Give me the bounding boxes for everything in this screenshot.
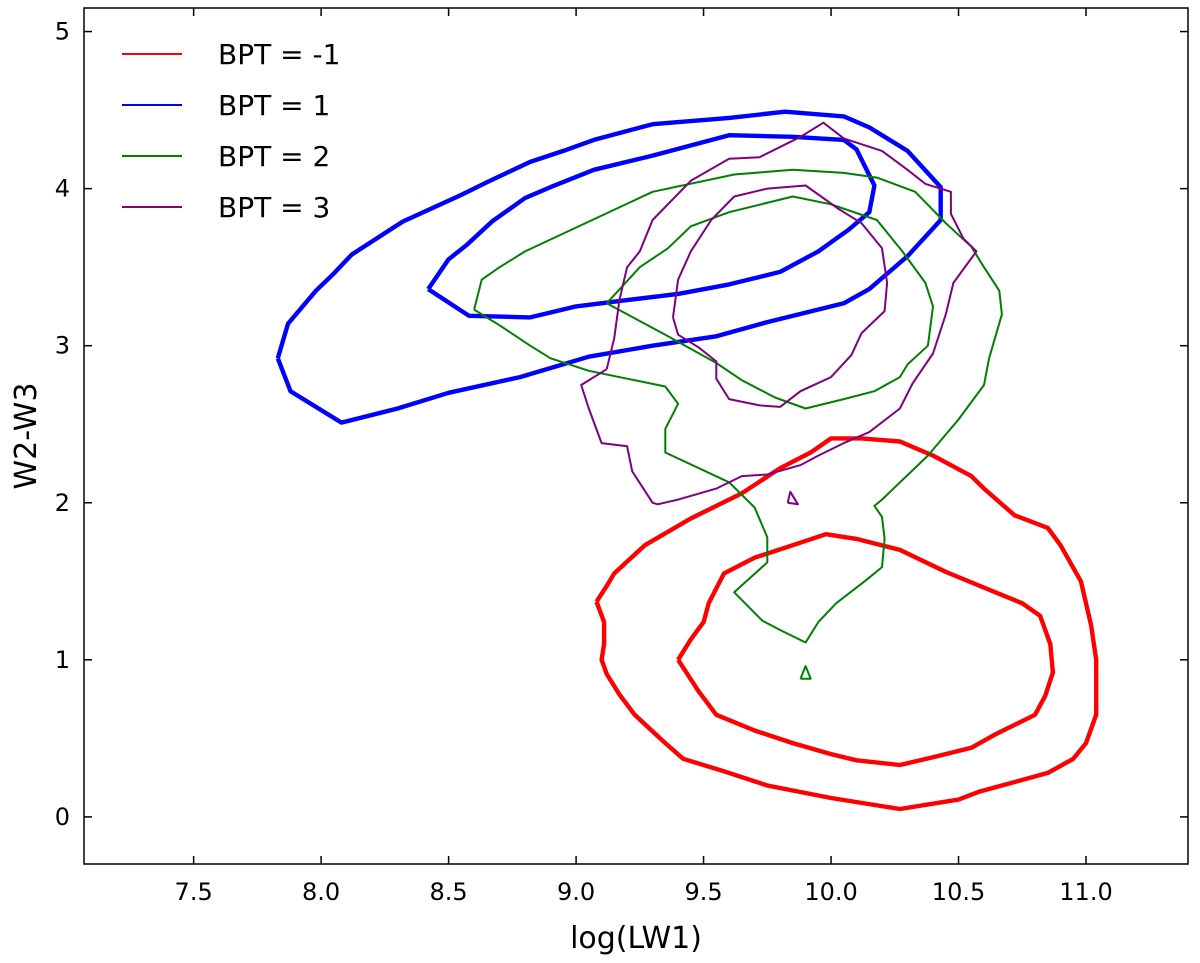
contour-series-3-level-0 <box>580 121 978 506</box>
x-tick-label: 8.5 <box>430 878 468 906</box>
y-tick-label: 1 <box>55 646 70 674</box>
x-tick-label: 7.5 <box>175 878 213 906</box>
x-axis-label: log(LW1) <box>570 921 702 956</box>
contour-series-3-level-2 <box>786 490 799 506</box>
x-tick-label: 9.0 <box>557 878 595 906</box>
contour-series-0-level-1 <box>676 532 1056 768</box>
legend: BPT = -1 BPT = 1 BPT = 2 BPT = 3 <box>122 38 340 224</box>
y-axis-label: W2-W3 <box>9 382 44 489</box>
contour-series-2-level-1 <box>605 195 934 410</box>
x-axis-ticks: 7.5 8.0 8.5 9.0 9.5 10.0 10.5 11.0 <box>175 8 1113 906</box>
x-tick-label: 11.0 <box>1059 878 1112 906</box>
legend-label: BPT = 3 <box>218 191 330 224</box>
legend-label: BPT = 1 <box>218 89 330 122</box>
x-tick-label: 10.0 <box>804 878 857 906</box>
x-tick-label: 10.5 <box>932 878 985 906</box>
contour-lines <box>275 109 1099 812</box>
y-axis-ticks: 0 1 2 3 4 5 <box>55 18 1188 831</box>
y-tick-label: 4 <box>55 175 70 203</box>
x-tick-label: 8.0 <box>302 878 340 906</box>
contour-series-0-level-0 <box>594 436 1099 812</box>
x-tick-label: 9.5 <box>684 878 722 906</box>
contour-series-3-level-1 <box>672 184 889 408</box>
legend-label: BPT = 2 <box>218 140 330 173</box>
contour-series-2-level-0 <box>473 168 1003 644</box>
y-tick-label: 0 <box>55 803 70 831</box>
contour-series-1-level-0 <box>275 109 943 425</box>
plot-area-frame <box>83 7 1189 865</box>
y-tick-label: 3 <box>55 332 70 360</box>
legend-label: BPT = -1 <box>218 38 340 71</box>
y-tick-label: 2 <box>55 489 70 517</box>
contour-series-2-level-2 <box>799 665 812 680</box>
y-tick-label: 5 <box>55 18 70 46</box>
